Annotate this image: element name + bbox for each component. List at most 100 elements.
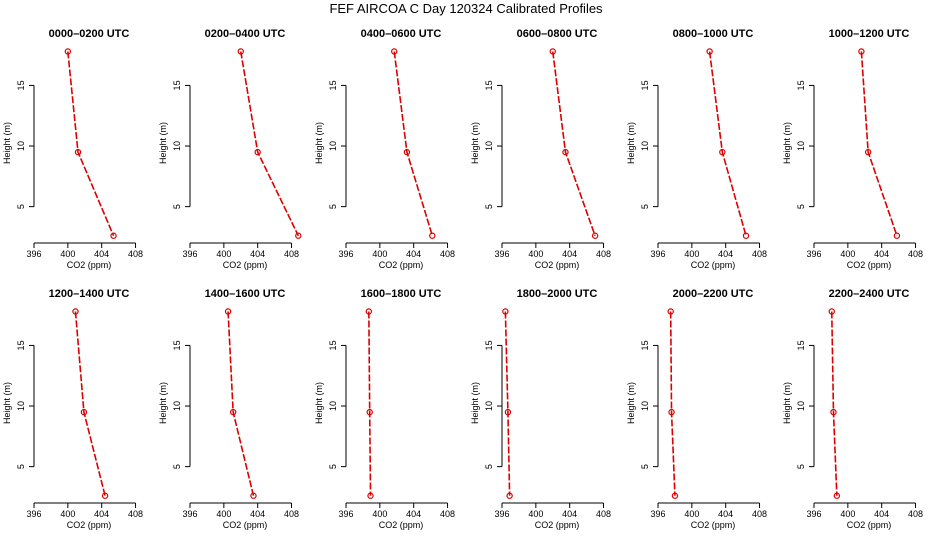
y-axis-title: Height (m) [158,382,168,424]
x-axis-title: CO2 (ppm) [223,520,268,530]
data-point [562,148,569,156]
y-tick-label: 15 [172,80,182,90]
x-tick-label: 400 [840,249,855,259]
x-tick-label: 404 [874,249,889,259]
panel-2: 0200–0400 UTC 396 400 404 408 5 10 15 CO2 (ppm) H… [158,28,302,270]
x-axis-title: CO2 (ppm) [379,520,424,530]
y-axis-title: Height (m) [782,122,792,164]
y-tick-label: 5 [16,464,26,469]
y-tick-label: 10 [640,401,650,411]
data-point [391,48,398,55]
panel-title: 0400–0600 UTC [361,28,442,40]
data-point [858,48,865,55]
data-point [502,308,509,315]
data-point [671,492,679,499]
data-point [668,408,675,416]
profile-line [393,51,434,236]
panel-title: 1400–1600 UTC [205,288,286,300]
x-tick-label: 408 [596,509,611,519]
panel-title: 1800–2000 UTC [517,288,598,300]
x-tick-label: 400 [372,509,387,519]
profile-line [669,311,676,496]
y-tick-label: 15 [796,80,806,90]
y-tick-label: 5 [796,204,806,209]
x-tick-label: 404 [406,509,421,519]
x-tick-label: 400 [216,249,231,259]
y-axis-title: Height (m) [470,382,480,424]
data-point [224,308,232,315]
y-tick-label: 5 [640,204,650,209]
x-tick-label: 404 [562,509,577,519]
profile-line [504,311,511,496]
x-tick-label: 408 [284,249,299,259]
y-tick-label: 15 [16,80,26,90]
y-axis-title: Height (m) [626,382,636,424]
y-tick-label: 10 [328,401,338,411]
x-tick-label: 408 [908,249,923,259]
panel-title: 0600–0800 UTC [517,28,598,40]
panel-title: 1000–1200 UTC [829,28,910,40]
x-tick-label: 408 [440,509,455,519]
data-point [830,408,837,416]
y-tick-label: 15 [484,80,494,90]
y-tick-label: 10 [484,141,494,151]
x-axis-title: CO2 (ppm) [67,260,112,270]
x-tick-label: 396 [650,249,665,259]
x-tick-label: 404 [562,249,577,259]
x-axis-title: CO2 (ppm) [223,260,268,270]
x-tick-label: 400 [684,249,699,259]
y-tick-label: 5 [796,464,806,469]
x-tick-label: 404 [718,509,733,519]
x-axis-title: CO2 (ppm) [535,520,580,530]
data-point [367,492,374,499]
panel-title: 1600–1800 UTC [361,288,442,300]
x-tick-label: 400 [528,249,543,259]
data-point [893,232,901,239]
x-axis-title: CO2 (ppm) [535,260,580,270]
panel-title: 0000–0200 UTC [49,28,130,40]
x-tick-label: 408 [128,249,143,259]
panel-title: 2200–2400 UTC [829,288,910,300]
y-axis-title: Height (m) [626,122,636,164]
y-tick-label: 15 [16,340,26,350]
x-tick-label: 408 [284,509,299,519]
x-axis-title: CO2 (ppm) [691,520,736,530]
y-axis-title: Height (m) [782,382,792,424]
y-tick-label: 5 [484,464,494,469]
y-tick-label: 10 [796,141,806,151]
x-tick-label: 400 [372,249,387,259]
data-point [295,232,302,239]
data-point [506,492,513,499]
profile-line [239,51,300,237]
data-point [742,232,750,239]
profile-line [708,51,747,236]
panel-4: 0600–0800 UTC 396 400 404 408 5 10 15 CO2 (ppm) H… [470,28,611,270]
y-tick-label: 5 [172,204,182,209]
x-tick-label: 404 [94,509,109,519]
x-tick-label: 396 [26,509,41,519]
x-axis-title: CO2 (ppm) [691,260,736,270]
x-tick-label: 396 [182,509,197,519]
data-point [72,308,79,315]
x-tick-label: 396 [494,249,509,259]
x-tick-label: 396 [494,509,509,519]
profile-line [551,51,596,236]
panel-3: 0400–0600 UTC 396 400 404 408 5 10 15 CO2 (ppm) H… [314,28,455,270]
x-tick-label: 404 [874,509,889,519]
data-point [403,148,411,156]
data-point [549,48,556,55]
data-point [74,148,82,156]
y-tick-label: 5 [640,464,650,469]
y-tick-label: 10 [328,141,338,151]
y-tick-label: 15 [172,340,182,350]
y-tick-label: 10 [796,401,806,411]
y-axis-title: Height (m) [470,122,480,164]
y-axis-title: Height (m) [158,122,168,164]
y-tick-label: 10 [172,141,182,151]
data-point [365,308,373,315]
x-tick-label: 396 [806,509,821,519]
data-point [101,492,109,499]
x-tick-label: 404 [718,249,733,259]
x-tick-label: 400 [60,509,75,519]
data-point [864,148,872,156]
